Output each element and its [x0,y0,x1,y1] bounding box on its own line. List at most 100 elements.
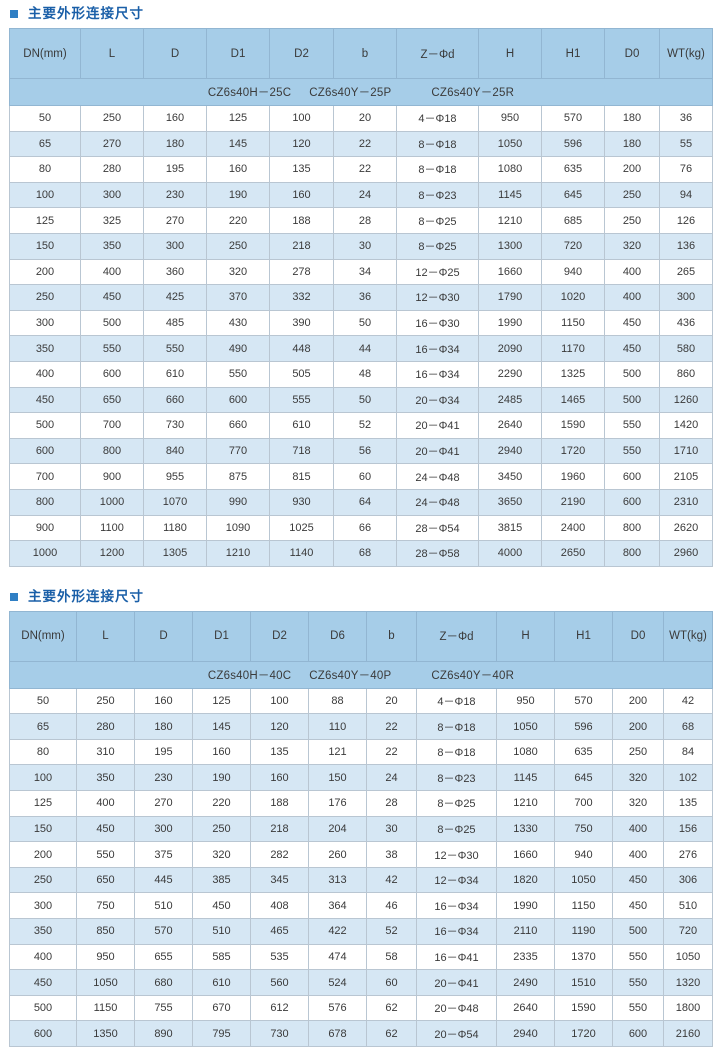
table-cell: 580 [659,335,713,362]
column-header: H1 [541,28,605,79]
table-cell: 1080 [496,738,555,766]
table-cell: 160 [143,105,207,132]
table-cell: 8－Φ25 [416,790,497,817]
table-cell: 600 [604,463,660,490]
table-cell: 8－Φ18 [396,156,479,183]
table-cell: 125 [9,790,77,817]
table-cell: 815 [269,463,334,490]
table-cell: 188 [269,207,334,234]
table-cell: 350 [9,335,81,362]
table-cell: 66 [333,514,397,542]
table-cell: 430 [206,309,270,337]
table-cell: 510 [134,892,193,920]
table-cell: 160 [192,738,251,766]
table-cell: 730 [250,1020,309,1047]
table-cell: 550 [612,969,664,996]
table-cell: 950 [478,105,542,132]
table-cell: 200 [9,258,81,286]
table-body-1: CZ6s40H－25C CZ6s40Y－25P CZ6s40Y－25R 50 250 1… [9,78,713,567]
table-cell: 550 [206,360,270,388]
table-cell: 24－Φ48 [396,488,479,516]
table-cell: 890 [134,1020,193,1047]
table-cell: 30 [333,232,397,260]
table-cell: 400 [80,258,144,286]
table-row: 300 500 485 430 390 50 16－Φ30 1990 1150 450 436 [9,309,713,337]
table-row: 65 270 180 145 120 22 8－Φ18 1050 596 180 55 [9,130,713,158]
table-cell: 65 [9,713,77,740]
table-cell: 125 [9,207,81,234]
table-row: 500 1150 755 670 612 576 62 20－Φ48 2640 1590 550 18… [9,994,713,1022]
table-cell: 596 [554,713,613,740]
table-cell: 20－Φ48 [416,994,497,1022]
column-header: b [366,610,417,662]
table-cell: 36 [333,284,397,311]
table-cell: 345 [250,866,309,894]
table-cell: 28－Φ58 [396,540,479,567]
table-row: 250 650 445 385 345 313 42 12－Φ34 1820 1050 450 306 [9,866,713,894]
table-cell: 375 [134,841,193,868]
table-cell: 450 [612,866,664,894]
table-cell: 2090 [478,335,542,362]
table-cell: 1025 [269,514,334,542]
table-cell: 1190 [554,918,613,945]
table-cell: 230 [143,181,207,209]
table-cell: 2335 [496,943,555,971]
table-cell: 450 [612,892,664,920]
table-cell: 250 [612,738,664,766]
table-cell: 22 [333,130,397,158]
table-cell: 1590 [541,412,605,439]
table-cell: 220 [192,790,251,817]
table-cell: 900 [80,463,144,490]
table-cell: 700 [554,790,613,817]
table-cell: 265 [659,258,713,286]
table-cell: 3815 [478,514,542,542]
table-cell: 20－Φ34 [396,386,479,414]
table-cell: 1050 [496,713,555,740]
table-row: 300 750 510 450 408 364 46 16－Φ34 1990 1150 450 510 [9,892,713,920]
table-cell: 660 [143,386,207,414]
column-header: D2 [250,610,309,662]
model-row-2: CZ6s40H－40C CZ6s40Y－40P CZ6s40Y－40R [9,660,713,689]
table-cell: 550 [604,437,660,465]
table-cell: 16－Φ34 [396,335,479,362]
table-cell: 94 [659,181,713,209]
table-cell: 955 [143,463,207,490]
table-cell: 188 [250,790,309,817]
column-header: D0 [604,28,660,79]
table-cell: 8－Φ23 [396,181,479,209]
table-cell: 250 [604,181,660,209]
table-cell: 310 [76,738,135,766]
table-cell: 450 [192,892,251,920]
model-name: CZ6s40Y－25P [309,87,392,99]
table-cell: 200 [612,713,664,740]
table-cell: 450 [604,335,660,362]
table-cell: 52 [333,412,397,439]
table-cell: 500 [604,360,660,388]
table-cell: 145 [192,713,251,740]
table-cell: 42 [366,866,417,894]
table-cell: 2620 [659,514,713,542]
table-cell: 448 [269,335,334,362]
table-cell: 596 [541,130,605,158]
column-header: L [80,28,144,79]
table-cell: 28 [366,790,417,817]
table-row: 500 700 730 660 610 52 20－Φ41 2640 1590 550 1420 [9,412,713,439]
table-cell: 670 [192,994,251,1022]
table-cell: 650 [76,866,135,894]
table-cell: 52 [366,918,417,945]
table-cell: 1000 [80,488,144,516]
table-cell: 46 [366,892,417,920]
column-header: D0 [612,610,664,662]
table-cell: 313 [308,866,367,894]
table-cell: 276 [663,841,713,868]
table-cell: 195 [134,738,193,766]
table-row: 100 300 230 190 160 24 8－Φ23 1145 645 250 94 [9,181,713,209]
table-cell: 136 [659,232,713,260]
table-cell: 524 [308,969,367,996]
table-cell: 121 [308,738,367,766]
column-header: WT(kg) [659,28,713,79]
table-cell: 490 [206,335,270,362]
column-header: L [76,610,135,662]
table-cell: 50 [333,386,397,414]
table-cell: 250 [80,105,144,132]
